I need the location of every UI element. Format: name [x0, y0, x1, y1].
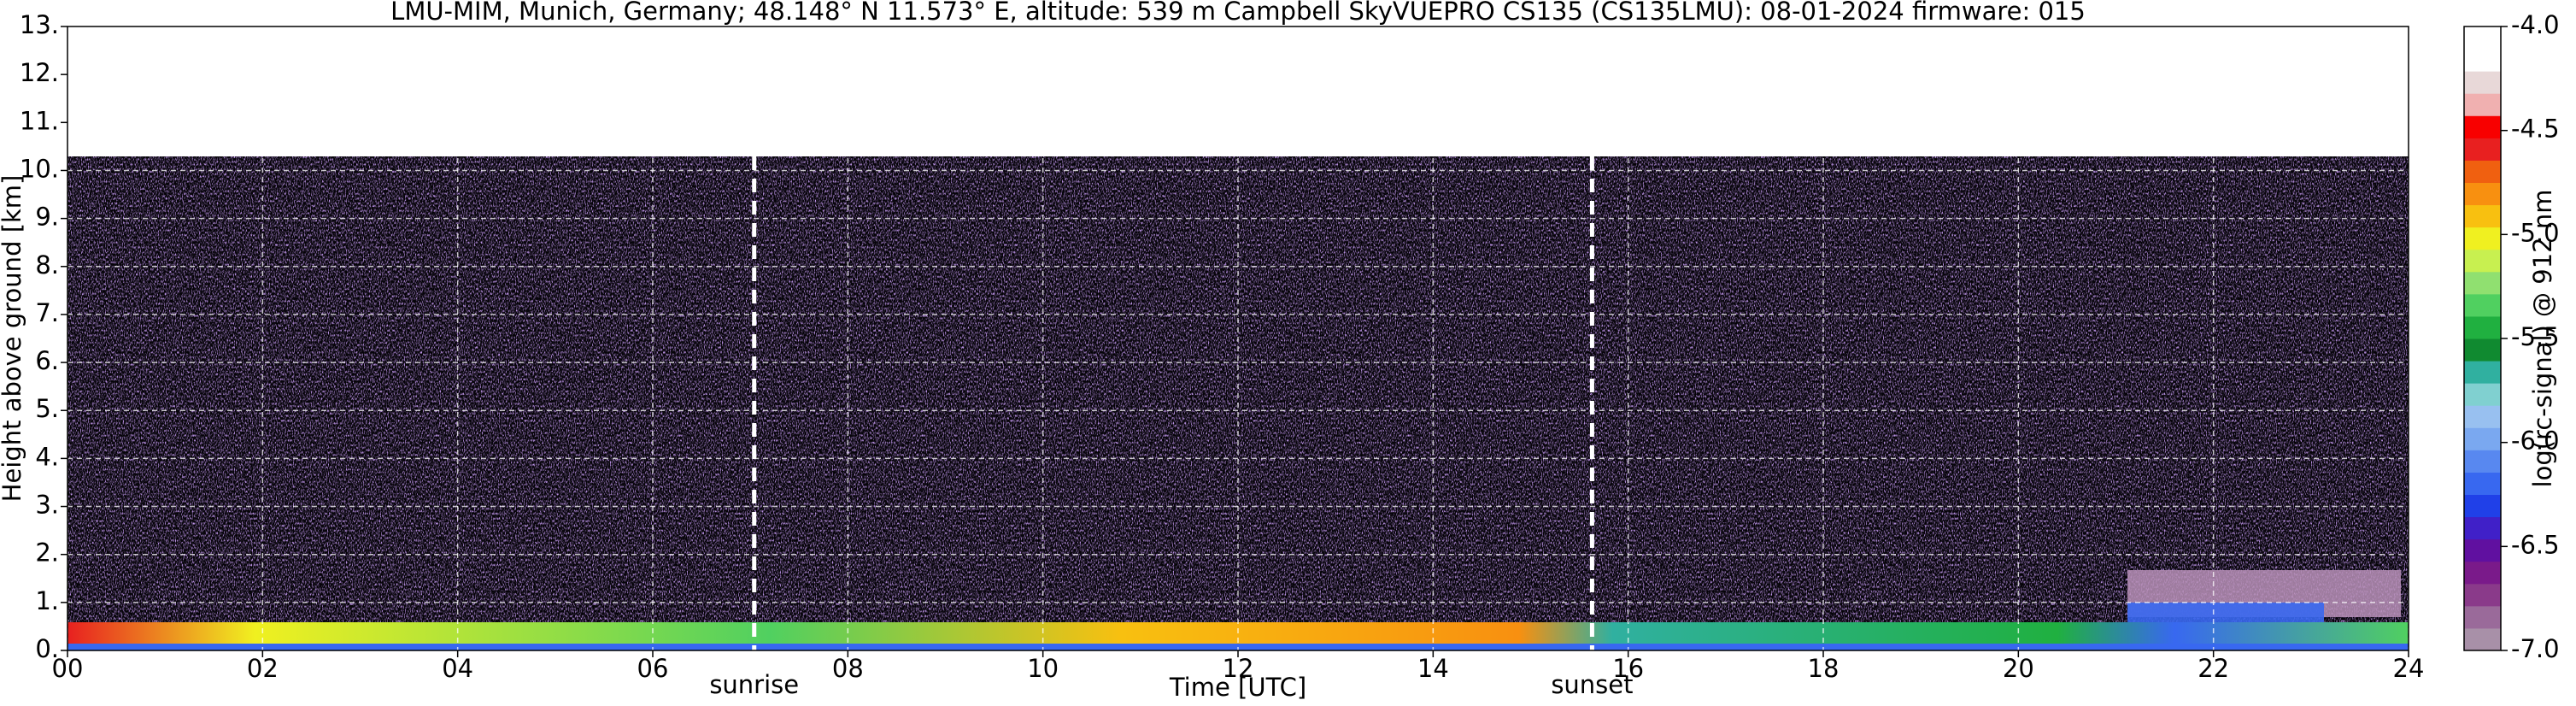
- colorbar-band: [2464, 26, 2501, 50]
- colorbar-band: [2464, 227, 2501, 250]
- x-tick-label: 14: [1417, 654, 1449, 683]
- x-axis-label: Time [UTC]: [1169, 673, 1306, 702]
- y-tick-label: 1.: [35, 586, 59, 615]
- x-tick-label: 20: [2003, 654, 2034, 683]
- colorbar-band: [2464, 427, 2501, 450]
- y-tick-label: 13.: [20, 10, 59, 39]
- y-tick-label: 4.: [35, 442, 59, 471]
- colorbar-band: [2464, 315, 2501, 339]
- colorbar-tick-label: -5.0: [2511, 218, 2560, 247]
- y-tick-label: 7.: [35, 298, 59, 327]
- colorbar-band: [2464, 516, 2501, 540]
- colorbar-band: [2464, 93, 2501, 116]
- y-tick-label: 6.: [35, 346, 59, 375]
- y-tick-label: 9.: [35, 203, 59, 232]
- colorbar-band: [2464, 450, 2501, 473]
- y-tick-label: 12.: [20, 58, 59, 87]
- annotation-label: sunset: [1551, 670, 1633, 699]
- chart-title: LMU-MIM, Munich, Germany; 48.148° N 11.5…: [390, 0, 2086, 26]
- colorbar-band: [2464, 583, 2501, 607]
- colorbar-tick-label: -4.0: [2511, 10, 2560, 39]
- colorbar-tick-label: -6.5: [2511, 530, 2560, 559]
- y-tick-label: 10.: [20, 154, 59, 183]
- colorbar-band: [2464, 115, 2501, 138]
- y-tick-label: 0.: [35, 634, 59, 663]
- y-tick-label: 3.: [35, 491, 59, 520]
- x-tick-label: 00: [52, 654, 84, 683]
- x-tick-label: 24: [2393, 654, 2425, 683]
- colorbar-band: [2464, 204, 2501, 228]
- x-tick-label: 12: [1223, 654, 1254, 683]
- x-tick-label: 10: [1027, 654, 1059, 683]
- y-tick-label: 5.: [35, 394, 59, 423]
- x-tick-label: 22: [2198, 654, 2229, 683]
- colorbar-band: [2464, 561, 2501, 585]
- colorbar-band: [2464, 472, 2501, 495]
- x-tick-label: 02: [247, 654, 279, 683]
- y-tick-label: 2.: [35, 538, 59, 568]
- colorbar-band: [2464, 361, 2501, 384]
- colorbar-band: [2464, 405, 2501, 428]
- colorbar-band: [2464, 71, 2501, 94]
- colorbar-band: [2464, 538, 2501, 562]
- colorbar-band: [2464, 293, 2501, 317]
- colorbar-band: [2464, 494, 2501, 518]
- colorbar-tick-label: -4.5: [2511, 115, 2560, 144]
- colorbar-band: [2464, 383, 2501, 406]
- colorbar-band: [2464, 249, 2501, 273]
- colorbar-band: [2464, 138, 2501, 161]
- x-tick-label: 08: [832, 654, 864, 683]
- colorbar-tick-label: -5.5: [2511, 322, 2560, 351]
- colorbar-tick-label: -6.0: [2511, 427, 2560, 456]
- colorbar-band: [2464, 338, 2501, 362]
- y-tick-label: 8.: [35, 250, 59, 279]
- annotation-label: sunrise: [709, 670, 799, 699]
- x-tick-label: 18: [1808, 654, 1840, 683]
- colorbar-band: [2464, 49, 2501, 72]
- colorbar-band: [2464, 160, 2501, 183]
- colorbar-band: [2464, 271, 2501, 295]
- colorbar-tick-label: -7.0: [2511, 634, 2560, 663]
- colorbar-band: [2464, 182, 2501, 206]
- x-tick-label: 04: [442, 654, 473, 683]
- y-tick-label: 11.: [20, 106, 59, 135]
- x-tick-label: 16: [1612, 654, 1644, 683]
- x-tick-label: 06: [637, 654, 669, 683]
- colorbar-label: log(rc-signal) @ 912 nm: [2528, 190, 2557, 488]
- colorbar-band: [2464, 627, 2501, 651]
- y-axis-label: Height above ground [km]: [0, 175, 26, 503]
- colorbar-band: [2464, 605, 2501, 629]
